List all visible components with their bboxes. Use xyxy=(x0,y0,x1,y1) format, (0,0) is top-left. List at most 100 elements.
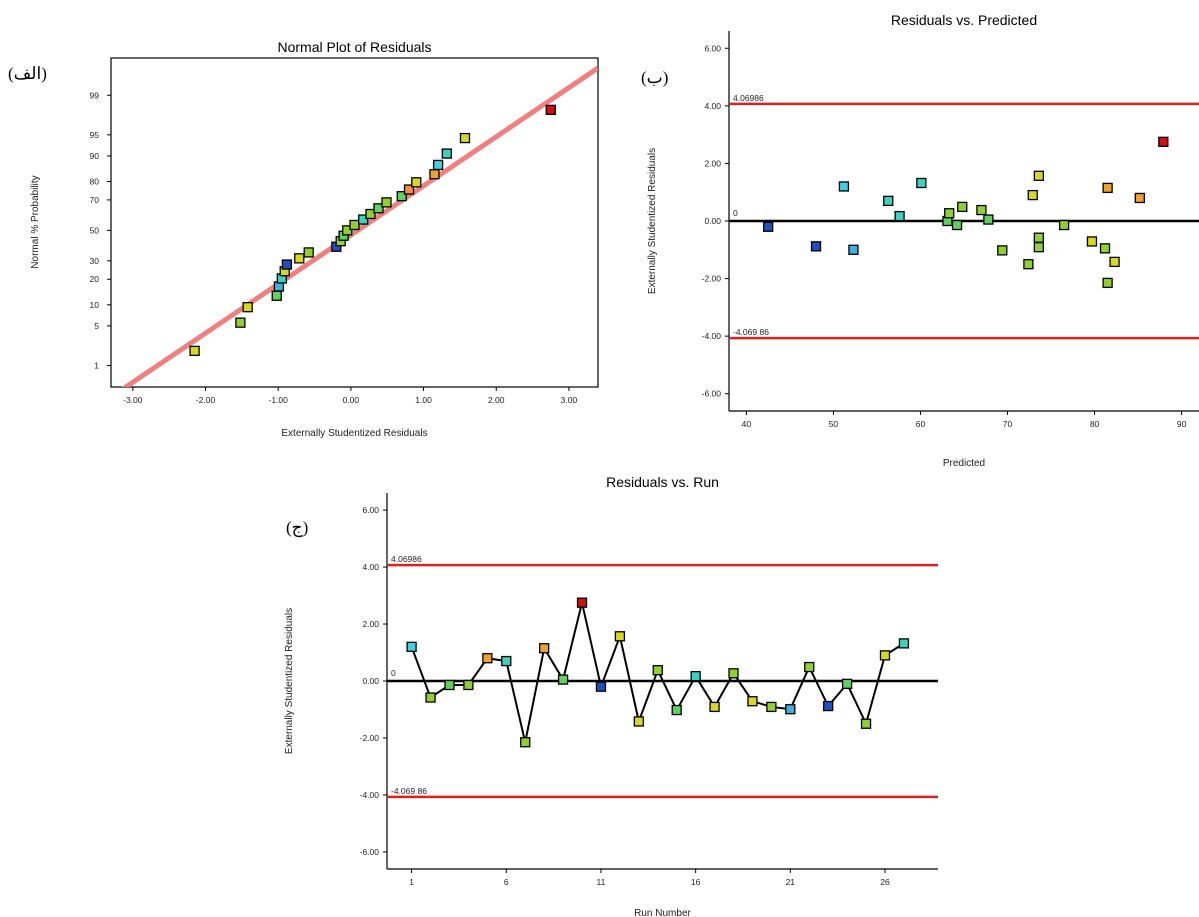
data-point xyxy=(633,716,644,727)
x-axis-label: Predicted xyxy=(943,458,985,469)
data-point xyxy=(1134,192,1145,204)
data-point xyxy=(432,159,444,171)
data-point xyxy=(1033,170,1045,181)
x-tick-label: 6 xyxy=(504,877,509,887)
data-point xyxy=(406,641,417,652)
data-point xyxy=(652,665,663,676)
data-point xyxy=(595,681,607,692)
residuals-vs-run-title: Residuals vs. Run xyxy=(606,474,719,490)
data-point xyxy=(1102,277,1113,289)
normal-plot-frame xyxy=(110,57,599,388)
reference-line xyxy=(121,65,598,387)
data-point xyxy=(1027,189,1038,201)
data-point xyxy=(883,195,894,206)
data-point xyxy=(860,718,872,729)
y-tick-label: 6.00 xyxy=(362,505,379,515)
data-point xyxy=(365,208,376,220)
x-tick-label: 1.00 xyxy=(415,395,432,405)
data-point xyxy=(373,203,384,214)
data-point xyxy=(482,653,493,664)
data-point xyxy=(557,674,569,685)
data-point xyxy=(281,259,293,270)
data-point xyxy=(358,214,369,225)
data-point xyxy=(1086,236,1098,247)
x-tick-label: 70 xyxy=(1003,419,1013,429)
x-tick-label: -3.00 xyxy=(123,395,143,405)
data-point xyxy=(189,345,200,357)
y-tick-label: 95 xyxy=(90,130,100,140)
data-point xyxy=(1109,256,1120,268)
residuals-vs-predicted-title: Residuals vs. Predicted xyxy=(891,12,1037,28)
x-tick-label: 21 xyxy=(786,877,796,887)
data-point xyxy=(342,225,353,236)
data-point xyxy=(396,191,407,202)
data-point xyxy=(411,177,422,188)
y-tick-label: 4.00 xyxy=(704,101,721,111)
x-tick-label: 1 xyxy=(409,877,414,887)
limit-line-label: 4.06986 xyxy=(733,93,764,103)
data-point xyxy=(235,317,246,328)
data-point xyxy=(349,219,360,231)
x-tick-label: 11 xyxy=(597,877,606,887)
x-tick-label: 60 xyxy=(916,419,926,429)
data-point xyxy=(951,219,963,231)
data-point xyxy=(1033,232,1045,243)
x-tick-label: 0.00 xyxy=(343,395,360,405)
data-point xyxy=(823,700,834,712)
data-point xyxy=(785,704,796,715)
data-point xyxy=(976,204,987,216)
x-axis-label: Run Number xyxy=(634,908,691,917)
y-tick-label: -6.00 xyxy=(702,389,722,399)
y-tick-label: 2.00 xyxy=(704,158,721,168)
data-point xyxy=(520,737,531,748)
x-axis-label: Externally Studentized Residuals xyxy=(281,428,427,439)
normal-plot: Normal Plot of Residuals -3.00 -2.00 -1.00 0… xyxy=(30,39,599,439)
y-tick-label: 90 xyxy=(90,151,100,161)
data-point xyxy=(690,671,701,682)
data-point xyxy=(242,302,253,313)
limit-line-label: -4.069 86 xyxy=(391,786,427,796)
data-point xyxy=(894,210,905,222)
y-tick-label: 0.00 xyxy=(704,216,721,226)
data-point xyxy=(1033,242,1045,253)
y-axis-label: Externally Studentized Residuals xyxy=(647,148,658,294)
y-tick-label: -4.00 xyxy=(360,790,380,800)
data-point xyxy=(459,132,471,144)
data-point xyxy=(728,668,739,679)
data-point xyxy=(879,650,891,661)
y-tick-label: 50 xyxy=(90,225,100,235)
data-point xyxy=(841,678,853,689)
y-tick-label: 20 xyxy=(90,274,100,284)
x-tick-label: 40 xyxy=(742,419,752,429)
limit-line-label: -4.069 86 xyxy=(733,327,769,337)
data-point xyxy=(944,208,955,219)
y-tick-label: 6.00 xyxy=(704,43,721,53)
data-point xyxy=(1023,259,1034,270)
zero-line-label: 0 xyxy=(391,668,396,678)
y-tick-label: -6.00 xyxy=(360,847,380,857)
residuals-vs-run: Residuals vs. Run -6.00 -4.00 -2.00 0.00 2.00… xyxy=(284,474,938,917)
data-point xyxy=(294,253,305,264)
data-point xyxy=(1058,219,1070,231)
x-tick-label: 3.00 xyxy=(561,395,578,405)
data-point xyxy=(463,679,474,691)
y-tick-label: 30 xyxy=(90,256,100,266)
x-tick-label: 80 xyxy=(1090,419,1100,429)
x-tick-label: 90 xyxy=(1177,419,1187,429)
panel-label-b: (ب) xyxy=(641,68,669,87)
y-tick-label: 2.00 xyxy=(362,619,379,629)
data-point xyxy=(576,597,588,608)
data-point xyxy=(429,169,440,180)
data-point xyxy=(539,643,550,654)
x-tick-label: 2.00 xyxy=(488,395,505,405)
data-point xyxy=(444,679,455,691)
x-tick-label: 50 xyxy=(829,419,839,429)
data-point xyxy=(898,638,910,649)
data-point xyxy=(810,241,822,252)
data-point xyxy=(957,201,968,213)
y-tick-label: -2.00 xyxy=(360,733,380,743)
data-point xyxy=(545,104,556,116)
x-tick-label: 26 xyxy=(880,877,890,887)
data-point xyxy=(709,701,720,713)
